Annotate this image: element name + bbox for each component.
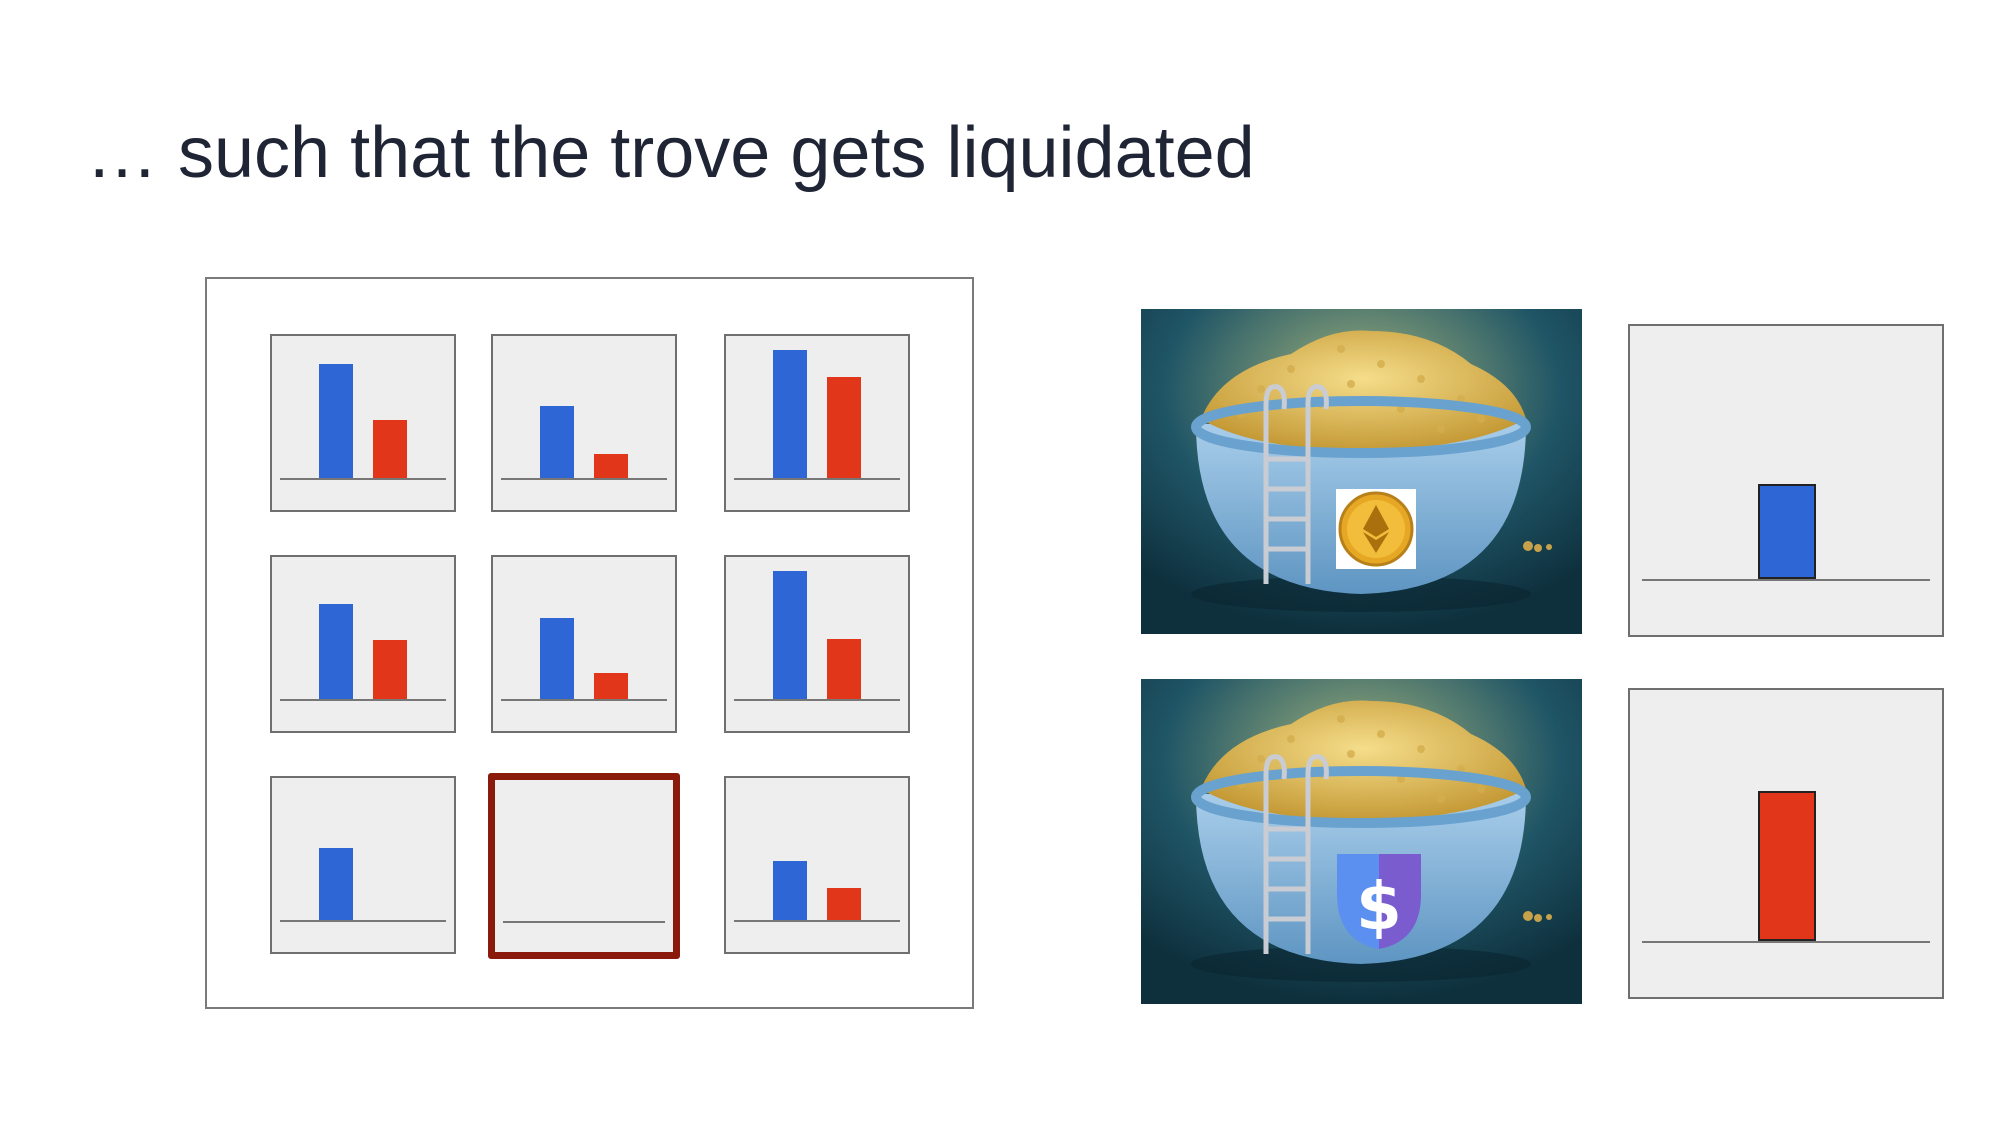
debt-bar	[827, 377, 861, 478]
cell-baseline	[734, 920, 900, 922]
debt-bar	[827, 888, 861, 920]
trove-cell	[724, 555, 910, 733]
collateral-bar	[540, 406, 574, 478]
trove-cell	[270, 776, 456, 954]
collateral-bar	[540, 618, 574, 699]
cell-baseline	[501, 478, 667, 480]
cell-baseline	[280, 920, 446, 922]
cell-baseline	[734, 478, 900, 480]
trove-cell	[270, 555, 456, 733]
cell-baseline	[503, 921, 665, 923]
page-title: … such that the trove gets liquidated	[86, 113, 1255, 193]
trove-cell	[491, 334, 677, 512]
debt-bar	[594, 454, 628, 478]
trove-grid	[205, 277, 974, 1009]
panel-baseline	[1642, 579, 1930, 581]
collateral-bar	[773, 350, 807, 478]
cell-baseline	[734, 699, 900, 701]
collateral-bar	[319, 604, 353, 699]
cell-baseline	[280, 699, 446, 701]
collateral-bar	[773, 571, 807, 699]
trove-cell	[270, 334, 456, 512]
trove-cell	[491, 555, 677, 733]
svg-text:$: $	[1356, 868, 1402, 945]
trove-cell	[724, 776, 910, 954]
debt-bar	[373, 640, 407, 699]
eth-pool-level-bar	[1758, 484, 1816, 579]
collateral-bar	[773, 861, 807, 920]
eth-pool-level-panel	[1628, 324, 1944, 637]
debt-bar	[594, 673, 628, 699]
trove-cell	[724, 334, 910, 512]
collateral-bar	[319, 364, 353, 478]
cell-baseline	[501, 699, 667, 701]
stablecoin-pool-image: $	[1141, 679, 1582, 1004]
stablecoin-pool-level-bar	[1758, 791, 1816, 941]
debt-bar	[827, 639, 861, 699]
cell-baseline	[280, 478, 446, 480]
debt-bar	[373, 420, 407, 478]
liquidated-trove-cell	[488, 773, 680, 959]
collateral-bar	[319, 848, 353, 920]
panel-baseline	[1642, 941, 1930, 943]
stablecoin-pool-level-panel	[1628, 688, 1944, 999]
eth-pool-image	[1141, 309, 1582, 634]
